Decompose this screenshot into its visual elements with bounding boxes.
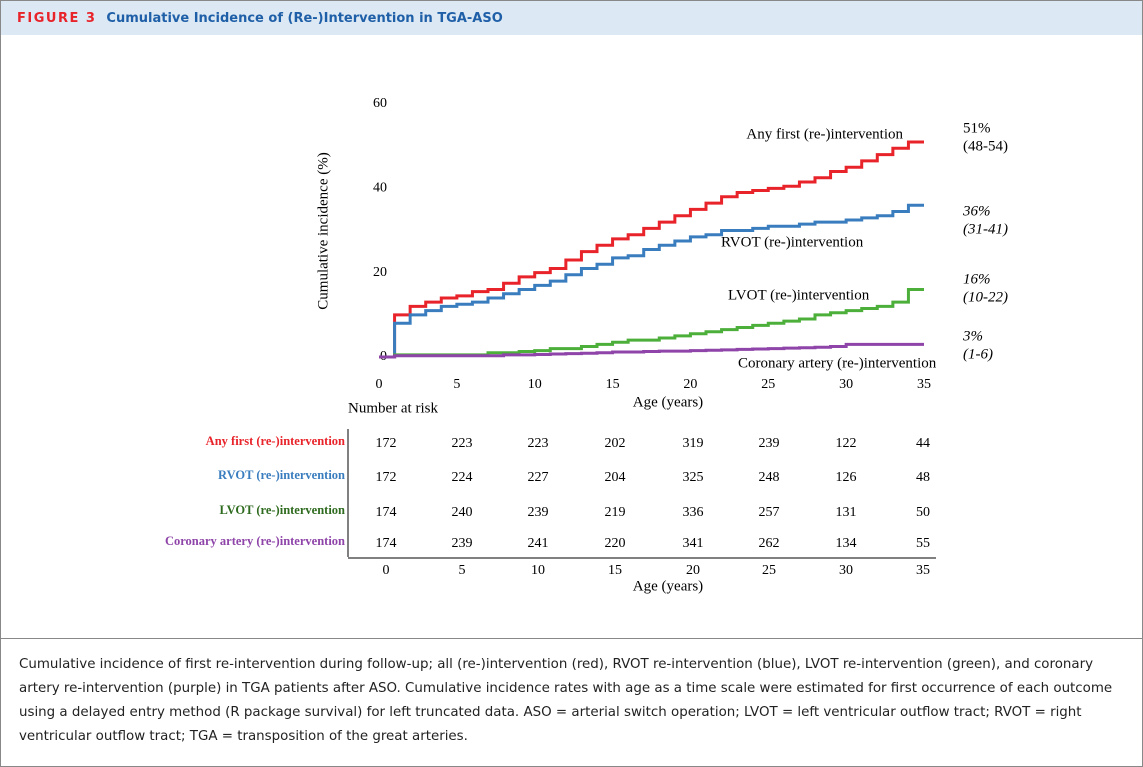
- risk-count: 223: [452, 436, 473, 451]
- y-tick-label: 60: [373, 96, 387, 111]
- risk-count: 220: [605, 536, 626, 551]
- x-tick-label: 30: [839, 377, 853, 392]
- incidence-line: [379, 288, 924, 359]
- series-label: RVOT (re-)intervention: [721, 234, 864, 250]
- risk-count: 319: [683, 436, 704, 451]
- estimate-label: 16%: [963, 271, 991, 287]
- risk-count: 219: [605, 505, 626, 520]
- risk-x-tick-label: 5: [459, 563, 466, 578]
- x-tick-label: 15: [606, 377, 620, 392]
- risk-count: 48: [916, 470, 930, 485]
- risk-count: 134: [836, 536, 857, 551]
- risk-count: 131: [836, 505, 857, 520]
- chart: Cumulative incidence (%) Age (years) Num…: [165, 96, 1008, 594]
- series-label: Any first (re-)intervention: [746, 126, 903, 142]
- risk-count: 262: [759, 536, 780, 551]
- figure-label: FIGURE 3: [17, 10, 97, 26]
- risk-count: 239: [759, 436, 780, 451]
- incidence-line: [379, 140, 924, 359]
- risk-count: 44: [916, 436, 930, 451]
- risk-x-tick-label: 10: [531, 563, 545, 578]
- figure-header: FIGURE 3 Cumulative Incidence of (Re-)In…: [1, 1, 1142, 35]
- estimate-label: 51%: [963, 120, 991, 136]
- x-tick-label: 25: [761, 377, 775, 392]
- risk-count: 224: [452, 470, 473, 485]
- risk-row-label: Coronary artery (re-)intervention: [165, 534, 345, 548]
- y-tick-label: 20: [373, 265, 387, 280]
- interval-label: (48-54): [963, 138, 1008, 154]
- risk-count: 239: [452, 536, 473, 551]
- interval-label: (1-6): [963, 346, 993, 362]
- risk-count: 126: [836, 470, 857, 485]
- risk-count: 239: [528, 505, 549, 520]
- risk-count: 240: [452, 505, 473, 520]
- incidence-line: [379, 203, 924, 359]
- risk-count: 223: [528, 436, 549, 451]
- risk-table-title: Number at risk: [348, 400, 438, 416]
- risk-row-label: LVOT (re-)intervention: [219, 503, 345, 517]
- risk-count: 257: [759, 505, 780, 520]
- risk-x-tick-label: 15: [608, 563, 622, 578]
- x-tick-label: 20: [683, 377, 697, 392]
- risk-x-tick-label: 25: [762, 563, 776, 578]
- x-tick-label: 5: [453, 377, 460, 392]
- risk-row-label: RVOT (re-)intervention: [218, 468, 345, 482]
- risk-count: 174: [376, 536, 397, 551]
- risk-count: 248: [759, 470, 780, 485]
- x-tick-label: 0: [376, 377, 383, 392]
- risk-x-tick-label: 35: [916, 563, 930, 578]
- risk-x-tick-label: 20: [686, 563, 700, 578]
- risk-x-tick-label: 30: [839, 563, 853, 578]
- risk-row-label: Any first (re-)intervention: [206, 434, 345, 448]
- series-label: LVOT (re-)intervention: [728, 287, 870, 303]
- risk-count: 172: [376, 436, 397, 451]
- risk-count: 241: [528, 536, 549, 551]
- y-axis-label: Cumulative incidence (%): [315, 152, 331, 309]
- risk-count: 204: [605, 470, 626, 485]
- estimate-label: 36%: [962, 203, 991, 219]
- x-tick-label: 35: [917, 377, 931, 392]
- risk-count: 174: [376, 505, 397, 520]
- risk-count: 227: [528, 470, 549, 485]
- y-tick-label: 40: [373, 181, 387, 196]
- risk-count: 336: [683, 505, 704, 520]
- x-tick-label: 10: [528, 377, 542, 392]
- figure-title: Cumulative Incidence of (Re-)Interventio…: [106, 10, 503, 26]
- incidence-line: [379, 342, 924, 359]
- risk-x-tick-label: 0: [383, 563, 390, 578]
- risk-count: 122: [836, 436, 857, 451]
- risk-count: 172: [376, 470, 397, 485]
- risk-count: 202: [605, 436, 626, 451]
- interval-label: (31-41): [963, 221, 1008, 237]
- risk-count: 50: [916, 505, 930, 520]
- risk-count: 341: [683, 536, 704, 551]
- caption: Cumulative incidence of first re-interve…: [1, 638, 1142, 749]
- risk-count: 55: [916, 536, 930, 551]
- x-axis-label: Age (years): [633, 394, 703, 410]
- interval-label: (10-22): [963, 289, 1008, 305]
- risk-x-label: Age (years): [633, 578, 703, 594]
- estimate-label: 3%: [962, 328, 983, 344]
- risk-count: 325: [683, 470, 704, 485]
- series-label: Coronary artery (re-)intervention: [738, 355, 937, 371]
